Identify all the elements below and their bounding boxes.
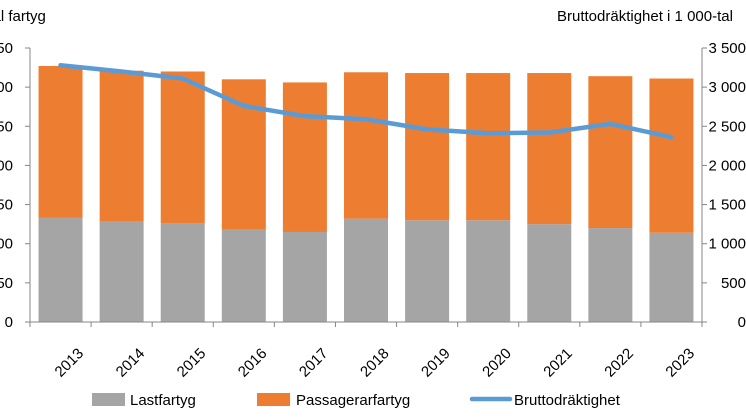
line-series: [58, 62, 674, 140]
bars: [38, 66, 694, 322]
right-tick-label: 500: [721, 275, 746, 292]
left-tick-label: 200: [0, 157, 13, 174]
x-tick-label: 2016: [235, 345, 271, 381]
right-tick-label: 3 500: [708, 40, 746, 57]
bar-lastfartyg-2021: [527, 224, 572, 322]
x-tick-label: 2013: [52, 345, 88, 381]
bar-passagerarfartyg-2018: [344, 72, 388, 219]
legend-label: Bruttodräktighet: [514, 392, 621, 409]
bar-passagerarfartyg-2023: [649, 78, 694, 233]
bar-lastfartyg-2013: [38, 217, 83, 322]
left-tick-label: 0: [5, 314, 13, 331]
bar-passagerarfartyg-2020: [466, 73, 511, 221]
left-tick-label: 100: [0, 236, 13, 253]
left-tick-label: 150: [0, 197, 13, 214]
left-tick-label: 250: [0, 118, 13, 135]
x-tick-label: 2020: [479, 345, 515, 381]
left-axis: 0 50 100 150 200 250 300 350: [0, 40, 13, 331]
right-tick-label: 2 000: [708, 157, 746, 174]
line-bruttodräktighet: [58, 62, 674, 140]
right-tick-label: 3 000: [708, 79, 746, 96]
bar-lastfartyg-2022: [588, 228, 633, 322]
legend-swatch-passagerarfartyg: [257, 393, 290, 406]
x-tick-label: 2017: [296, 345, 332, 381]
axis-lines: [25, 47, 707, 327]
bar-lastfartyg-2018: [344, 218, 388, 322]
bar-lastfartyg-2023: [649, 232, 694, 322]
bar-lastfartyg-2020: [466, 220, 511, 322]
bar-passagerarfartyg-2022: [588, 76, 633, 229]
bar-lastfartyg-2019: [405, 220, 450, 322]
right-tick-label: 0: [738, 314, 746, 331]
bar-lastfartyg-2014: [99, 221, 144, 322]
bar-passagerarfartyg-2016: [221, 79, 266, 230]
bar-passagerarfartyg-2017: [282, 82, 327, 232]
right-tick-label: 2 500: [708, 118, 746, 135]
bar-passagerarfartyg-2021: [527, 73, 572, 225]
x-tick-label: 2019: [418, 345, 454, 381]
legend: Lastfartyg Passagerarfartyg Bruttodräktigh…: [92, 392, 621, 409]
left-tick-label: 50: [0, 275, 13, 292]
x-tick-label: 2014: [113, 345, 149, 381]
legend-label: Lastfartyg: [130, 392, 196, 409]
x-tick-label: 2015: [174, 345, 210, 381]
bar-lastfartyg-2016: [221, 229, 266, 322]
bar-lastfartyg-2015: [160, 223, 205, 322]
bar-passagerarfartyg-2019: [405, 73, 450, 221]
right-tick-label: 1 500: [708, 197, 746, 214]
right-tick-label: 1 000: [708, 236, 746, 253]
x-tick-label: 2023: [662, 345, 698, 381]
right-axis: 0 500 1 000 1 500 2 000 2 500 3 000 3 500: [708, 40, 746, 331]
left-tick-label: 350: [0, 40, 13, 57]
bar-passagerarfartyg-2014: [99, 70, 144, 222]
legend-swatch-lastfartyg: [92, 393, 125, 406]
left-tick-label: 300: [0, 79, 13, 96]
legend-label: Passagerarfartyg: [296, 392, 410, 409]
x-tick-label: 2022: [601, 345, 637, 381]
left-axis-title: Antal fartyg: [0, 8, 46, 25]
x-axis: 2013 2014 2015 2016 2017 2018 2019 2020 2021 2022…: [52, 345, 699, 381]
x-tick-label: 2018: [357, 345, 393, 381]
bar-lastfartyg-2017: [282, 231, 327, 322]
bar-passagerarfartyg-2013: [38, 66, 83, 218]
right-axis-title: Bruttodräktighet i 1 000-tal: [557, 8, 733, 25]
bar-passagerarfartyg-2015: [160, 71, 205, 224]
x-tick-label: 2021: [540, 345, 576, 381]
